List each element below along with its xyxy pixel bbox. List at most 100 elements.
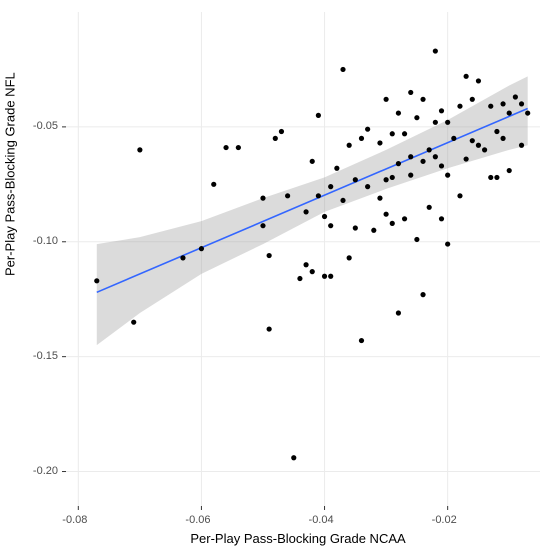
x-tick-label: -0.08: [62, 514, 87, 526]
data-point: [260, 223, 265, 228]
data-point: [390, 131, 395, 136]
data-point: [470, 97, 475, 102]
data-point: [457, 104, 462, 109]
data-point: [500, 136, 505, 141]
data-point: [408, 90, 413, 95]
data-point: [414, 237, 419, 242]
x-tick-label: -0.02: [432, 514, 457, 526]
data-point: [427, 147, 432, 152]
data-point: [322, 274, 327, 279]
data-point: [384, 97, 389, 102]
data-point: [310, 159, 315, 164]
data-point: [464, 156, 469, 161]
data-point: [439, 108, 444, 113]
data-point: [340, 67, 345, 72]
data-point: [94, 278, 99, 283]
data-point: [347, 143, 352, 148]
data-point: [303, 209, 308, 214]
x-axis-label: Per-Play Pass-Blocking Grade NCAA: [190, 531, 405, 546]
data-point: [260, 196, 265, 201]
data-point: [322, 214, 327, 219]
data-point: [365, 184, 370, 189]
data-point: [390, 175, 395, 180]
data-point: [359, 136, 364, 141]
data-point: [353, 177, 358, 182]
data-point: [476, 143, 481, 148]
data-point: [180, 255, 185, 260]
data-point: [390, 221, 395, 226]
data-point: [303, 262, 308, 267]
data-point: [328, 274, 333, 279]
data-point: [433, 120, 438, 125]
data-point: [396, 110, 401, 115]
data-point: [494, 175, 499, 180]
data-point: [420, 159, 425, 164]
data-point: [365, 127, 370, 132]
data-point: [267, 326, 272, 331]
data-point: [396, 161, 401, 166]
data-point: [476, 78, 481, 83]
data-point: [507, 110, 512, 115]
data-point: [525, 110, 530, 115]
data-point: [340, 198, 345, 203]
data-point: [433, 154, 438, 159]
data-point: [464, 74, 469, 79]
data-point: [445, 241, 450, 246]
data-point: [328, 184, 333, 189]
data-point: [359, 338, 364, 343]
data-point: [439, 216, 444, 221]
x-tick-label: -0.04: [309, 514, 334, 526]
data-point: [211, 182, 216, 187]
data-point: [519, 143, 524, 148]
data-point: [513, 94, 518, 99]
data-point: [285, 193, 290, 198]
data-point: [396, 310, 401, 315]
data-point: [420, 292, 425, 297]
data-point: [420, 97, 425, 102]
data-point: [310, 269, 315, 274]
x-tick-label: -0.06: [185, 514, 210, 526]
data-point: [408, 154, 413, 159]
y-tick-label: -0.05: [33, 120, 58, 132]
data-point: [402, 216, 407, 221]
data-point: [470, 138, 475, 143]
data-point: [316, 113, 321, 118]
data-point: [402, 131, 407, 136]
data-point: [384, 212, 389, 217]
data-point: [371, 228, 376, 233]
data-point: [488, 104, 493, 109]
data-point: [451, 136, 456, 141]
data-point: [137, 147, 142, 152]
data-point: [384, 177, 389, 182]
y-tick-label: -0.20: [33, 465, 58, 477]
data-point: [482, 147, 487, 152]
chart-svg: [0, 0, 553, 552]
data-point: [507, 168, 512, 173]
data-point: [199, 246, 204, 251]
data-point: [316, 193, 321, 198]
y-axis-label: Per-Play Pass-Blocking Grade NFL: [3, 72, 18, 276]
y-tick-label: -0.10: [33, 235, 58, 247]
scatter-chart: Per-Play Pass-Blocking Grade NFL Per-Pla…: [0, 0, 553, 552]
data-point: [500, 101, 505, 106]
data-point: [408, 173, 413, 178]
data-point: [494, 129, 499, 134]
data-point: [267, 253, 272, 258]
data-point: [334, 166, 339, 171]
data-point: [439, 163, 444, 168]
data-point: [131, 320, 136, 325]
data-point: [377, 196, 382, 201]
data-point: [427, 205, 432, 210]
data-point: [223, 145, 228, 150]
data-point: [297, 276, 302, 281]
data-point: [347, 255, 352, 260]
data-point: [433, 48, 438, 53]
data-point: [414, 115, 419, 120]
data-point: [445, 173, 450, 178]
data-point: [353, 225, 358, 230]
data-point: [328, 223, 333, 228]
data-point: [488, 175, 493, 180]
data-point: [445, 120, 450, 125]
data-point: [377, 140, 382, 145]
y-tick-label: -0.15: [33, 350, 58, 362]
